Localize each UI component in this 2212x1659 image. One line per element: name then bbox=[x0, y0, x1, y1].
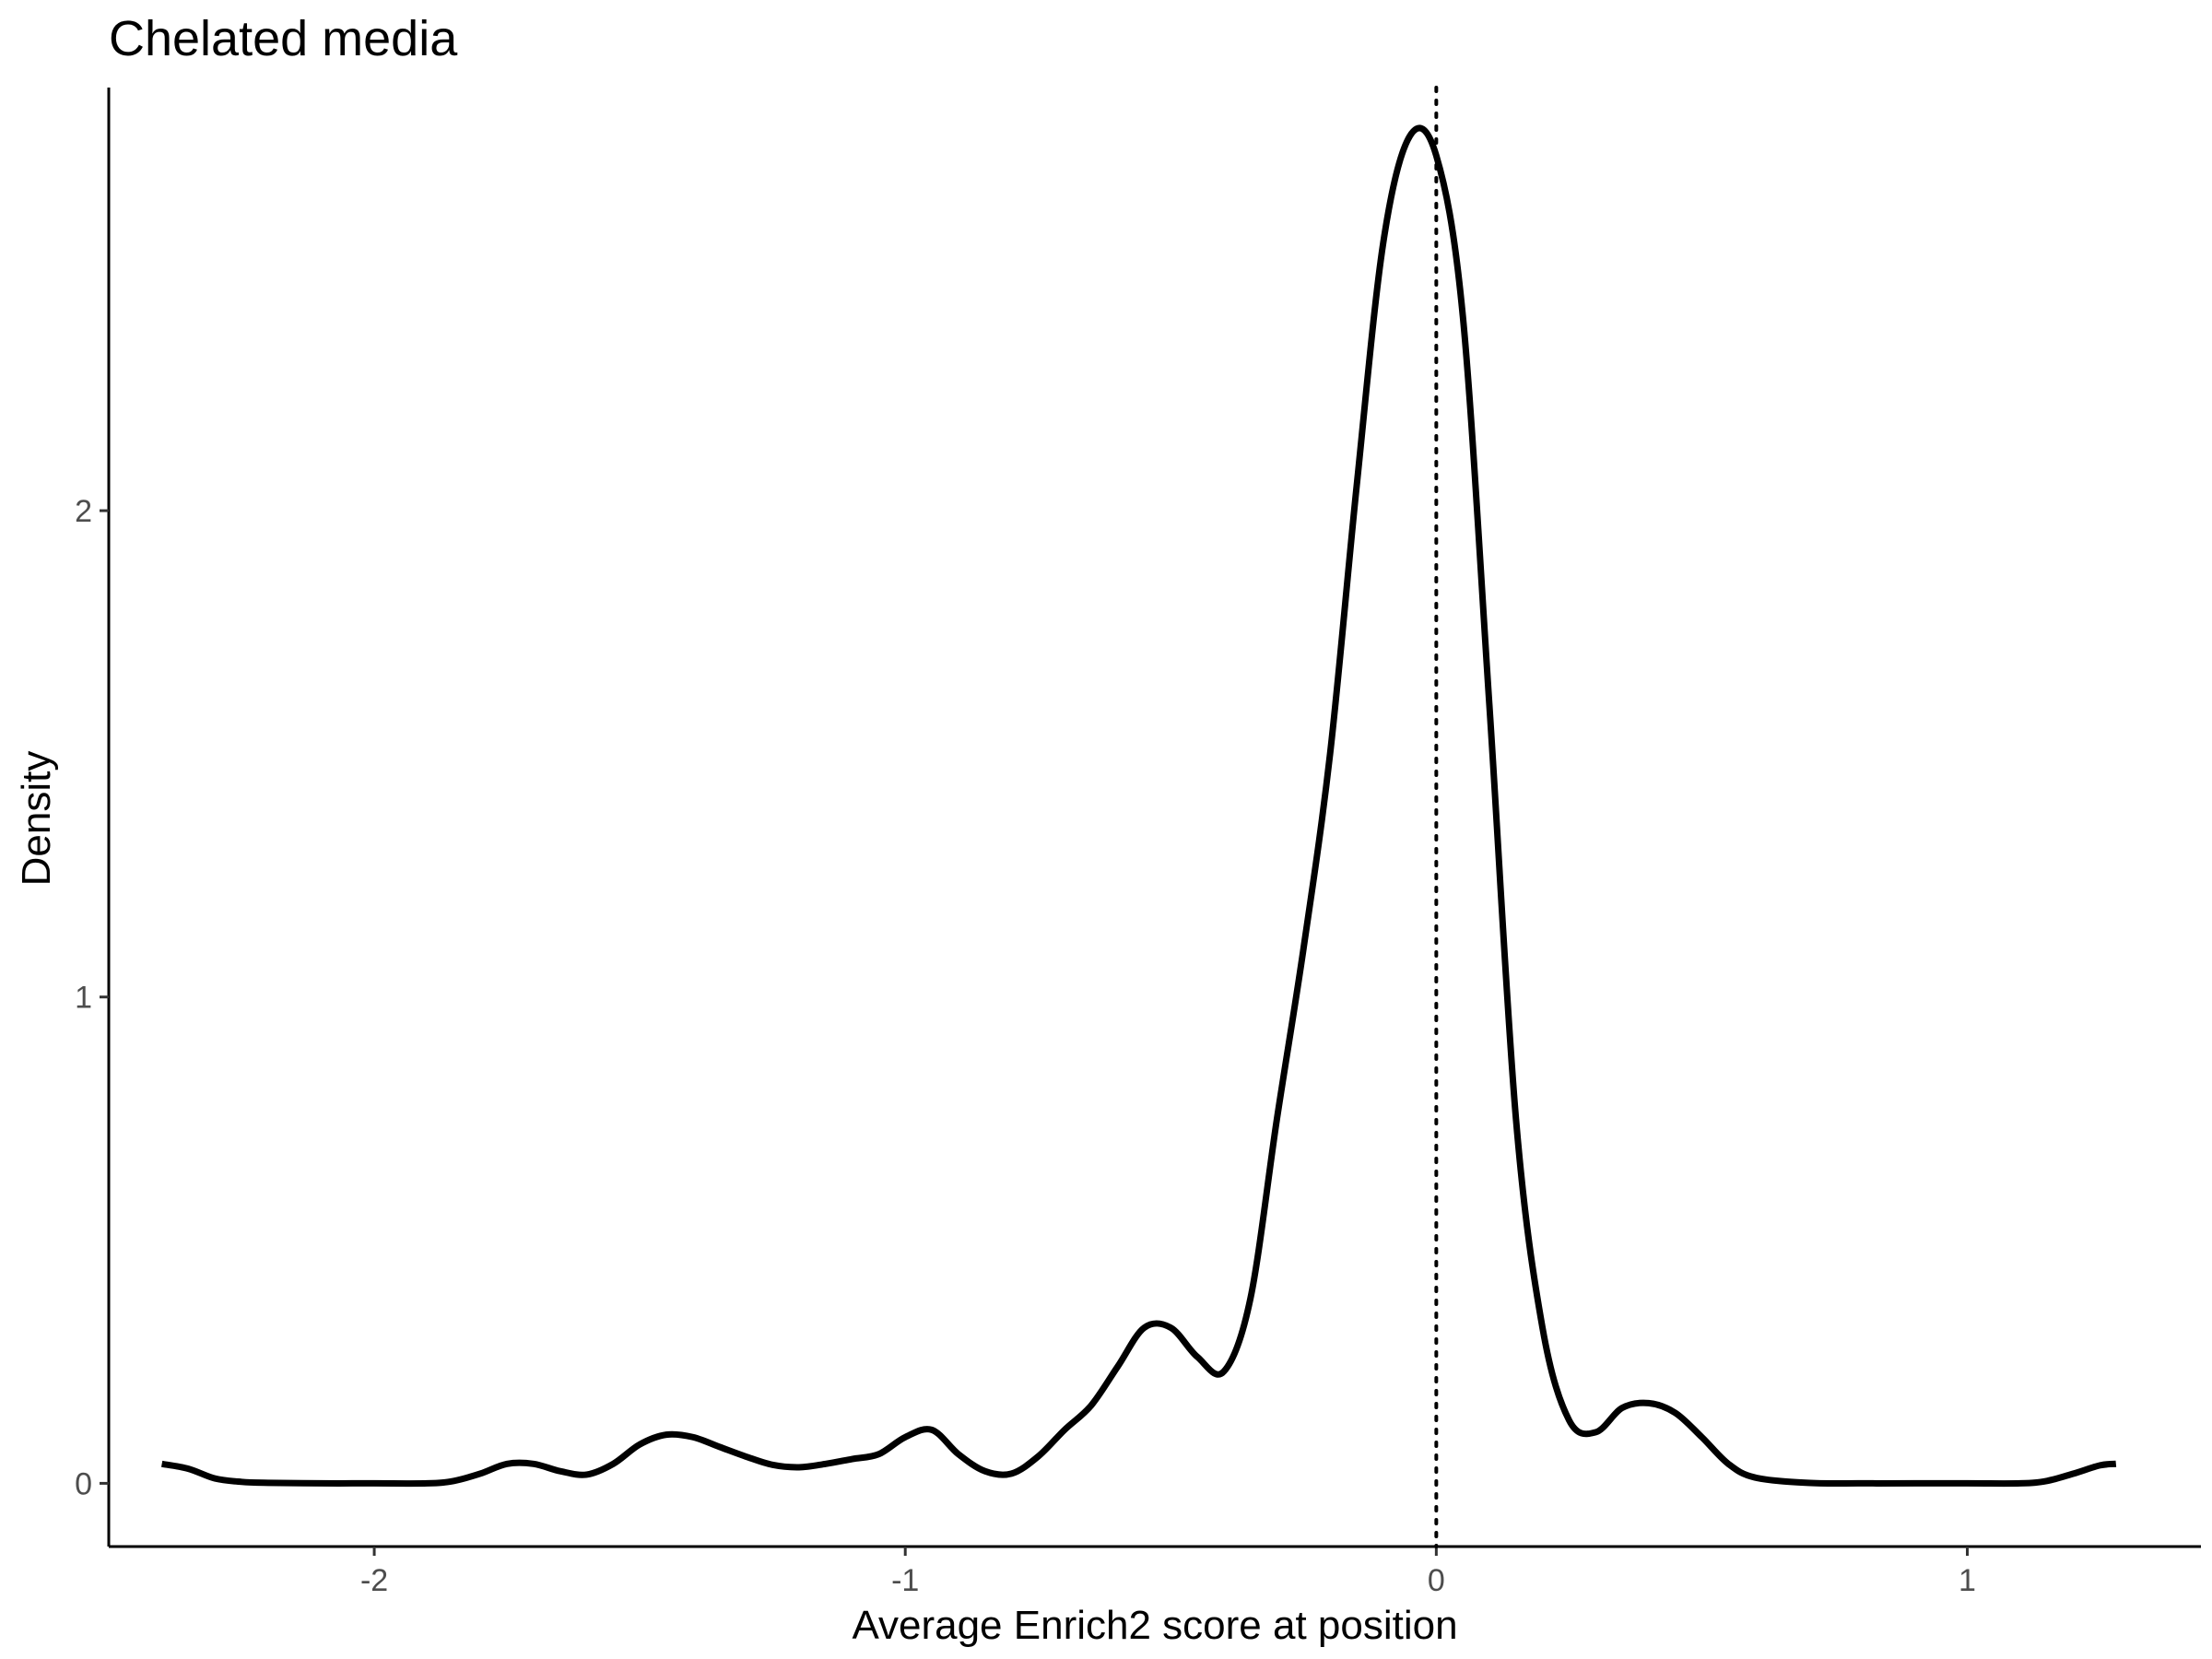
x-tick-label: 1 bbox=[1959, 1563, 1976, 1598]
y-tick-label: 0 bbox=[75, 1466, 92, 1501]
x-tick-label: 0 bbox=[1428, 1563, 1445, 1598]
chart-title: Chelated media bbox=[109, 11, 458, 66]
y-axis: 0 1 2 bbox=[75, 88, 111, 1547]
y-axis-title: Density bbox=[14, 751, 59, 887]
y-tick-label: 1 bbox=[75, 981, 92, 1016]
x-tick-label: -1 bbox=[891, 1563, 919, 1598]
x-axis-title: Average Enrich2 score at position bbox=[852, 1603, 1457, 1648]
y-tick-label: 2 bbox=[75, 494, 92, 529]
plot-area bbox=[160, 86, 2117, 1548]
x-axis: -2 -1 0 1 bbox=[109, 1545, 2201, 1598]
density-line bbox=[160, 124, 2117, 1488]
x-tick-label: -2 bbox=[360, 1563, 388, 1598]
